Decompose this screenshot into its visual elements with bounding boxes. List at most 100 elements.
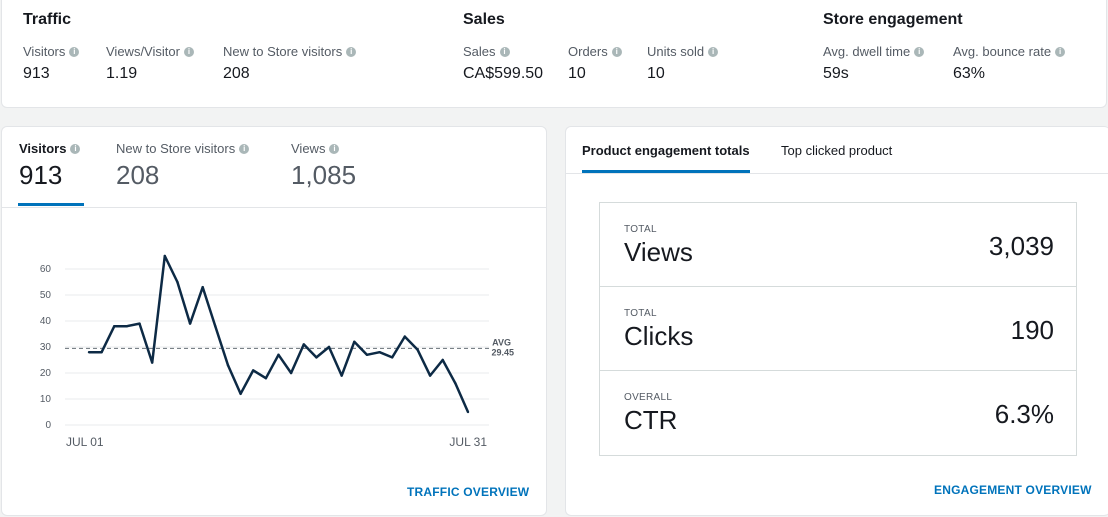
data-point bbox=[391, 356, 394, 359]
data-point bbox=[125, 325, 129, 328]
tab-new-to-store[interactable]: New to Store visitors i 208 bbox=[116, 141, 250, 191]
metric-visitors: Visitors i 913 bbox=[23, 44, 80, 83]
totals-caption: TOTAL bbox=[624, 308, 657, 319]
info-icon[interactable]: i bbox=[708, 46, 719, 57]
tab-label: Visitors bbox=[19, 141, 67, 156]
data-point bbox=[188, 322, 192, 325]
info-icon[interactable]: i bbox=[1055, 46, 1066, 57]
tab-top-clicked-product[interactable]: Top clicked product bbox=[781, 143, 893, 158]
y-tick-label: 40 bbox=[40, 316, 52, 327]
data-point bbox=[416, 348, 419, 351]
info-icon[interactable]: i bbox=[329, 143, 340, 154]
metric-new-to-store: New to Store visitors i 208 bbox=[223, 44, 357, 83]
active-tab-indicator bbox=[582, 170, 750, 173]
metric-value: 63% bbox=[953, 65, 986, 82]
data-point bbox=[201, 286, 204, 289]
totals-name: CTR bbox=[624, 405, 678, 435]
data-point bbox=[100, 351, 103, 354]
totals-caption: TOTAL bbox=[624, 224, 657, 235]
info-icon[interactable]: i bbox=[914, 46, 925, 57]
metric-value: CA$599.50 bbox=[463, 65, 544, 82]
traffic-overview-link[interactable]: TRAFFIC OVERVIEW bbox=[407, 485, 530, 499]
tab-visitors[interactable]: Visitors i 913 bbox=[19, 141, 81, 191]
totals-caption: OVERALL bbox=[624, 392, 673, 403]
data-point bbox=[340, 374, 343, 377]
info-icon[interactable]: i bbox=[70, 143, 81, 154]
metric-dwell-time: Avg. dwell time i 59s bbox=[823, 44, 925, 83]
metric-label: New to Store visitors bbox=[223, 44, 343, 59]
sales-title: Sales bbox=[463, 11, 505, 28]
info-icon[interactable]: i bbox=[69, 46, 80, 57]
x-tick-label: JUL 31 bbox=[449, 435, 487, 449]
data-point bbox=[138, 322, 141, 325]
metric-label: Sales bbox=[463, 44, 496, 59]
data-point bbox=[315, 356, 318, 359]
data-point bbox=[150, 361, 154, 364]
metric-label: Visitors bbox=[23, 44, 66, 59]
metric-value: 10 bbox=[647, 65, 665, 82]
totals-row-views: TOTAL Views 3,039 bbox=[600, 203, 1076, 287]
y-tick-label: 50 bbox=[40, 290, 52, 301]
data-point bbox=[87, 351, 91, 354]
engagement-title: Store engagement bbox=[823, 11, 963, 28]
info-icon[interactable]: i bbox=[239, 143, 250, 154]
metric-value: 1.19 bbox=[106, 65, 138, 82]
metric-bounce-rate: Avg. bounce rate i 63% bbox=[953, 44, 1066, 83]
engagement-totals-table: TOTAL Views 3,039 TOTAL Clicks 190 OVERA… bbox=[599, 202, 1077, 456]
metric-sales: Sales i CA$599.50 bbox=[463, 44, 543, 83]
y-tick-label: 60 bbox=[40, 264, 52, 275]
metric-value: 913 bbox=[23, 65, 50, 82]
series-line bbox=[89, 254, 470, 413]
data-point bbox=[441, 358, 444, 362]
metric-orders: Orders i 10 bbox=[568, 44, 622, 83]
info-icon[interactable]: i bbox=[499, 46, 510, 57]
metric-value: 10 bbox=[568, 65, 586, 82]
tab-label: Views bbox=[291, 141, 326, 156]
info-icon[interactable]: i bbox=[611, 46, 622, 57]
active-tab-indicator bbox=[18, 203, 84, 206]
y-tick-label: 20 bbox=[40, 368, 52, 379]
metric-label: Orders bbox=[568, 44, 608, 59]
data-point bbox=[302, 343, 305, 346]
metric-views-per-visitor: Views/Visitor i 1.19 bbox=[106, 44, 194, 83]
data-point bbox=[327, 345, 331, 349]
data-point bbox=[403, 335, 407, 338]
totals-value: 3,039 bbox=[988, 231, 1054, 261]
engagement-overview-link[interactable]: ENGAGEMENT OVERVIEW bbox=[934, 483, 1092, 497]
avg-label: AVG bbox=[492, 337, 511, 347]
x-tick-label: JUL 01 bbox=[66, 435, 104, 449]
tab-value: 913 bbox=[19, 160, 63, 190]
traffic-tabs: Visitors i 913 New to Store visitors i 208… bbox=[2, 127, 546, 208]
traffic-chart-card: Visitors i 913 New to Store visitors i 208… bbox=[1, 126, 547, 516]
tab-value: 208 bbox=[116, 160, 160, 190]
totals-value: 6.3% bbox=[994, 399, 1054, 429]
tab-label: New to Store visitors bbox=[116, 141, 236, 156]
data-point bbox=[466, 410, 470, 414]
info-icon[interactable]: i bbox=[183, 46, 194, 57]
summary-card: Traffic Visitors i 913 Views/Visitor i 1.1… bbox=[1, 0, 1107, 108]
tab-product-engagement-totals[interactable]: Product engagement totals bbox=[582, 143, 750, 158]
data-point bbox=[264, 377, 268, 380]
y-tick-label: 10 bbox=[40, 394, 52, 405]
data-point bbox=[239, 392, 242, 395]
data-point bbox=[289, 371, 293, 375]
data-point bbox=[428, 374, 432, 377]
avg-value-label: 29.45 bbox=[491, 347, 514, 357]
tab-value: 1,085 bbox=[291, 160, 357, 190]
info-icon[interactable]: i bbox=[346, 46, 357, 57]
data-point bbox=[353, 340, 356, 343]
metric-label: Units sold bbox=[647, 44, 705, 59]
y-tick-label: 0 bbox=[45, 420, 51, 431]
data-point bbox=[454, 382, 457, 385]
tab-views[interactable]: Views i 1,085 bbox=[291, 141, 356, 191]
totals-name: Views bbox=[624, 237, 693, 267]
engagement-card: Product engagement totals Top clicked pr… bbox=[565, 126, 1108, 516]
data-point bbox=[252, 369, 255, 372]
metric-label: Views/Visitor bbox=[106, 44, 180, 59]
data-point bbox=[214, 325, 217, 328]
data-point bbox=[378, 351, 381, 354]
metric-label: Avg. bounce rate bbox=[953, 44, 1052, 59]
data-point bbox=[176, 280, 179, 284]
data-point bbox=[365, 353, 369, 356]
